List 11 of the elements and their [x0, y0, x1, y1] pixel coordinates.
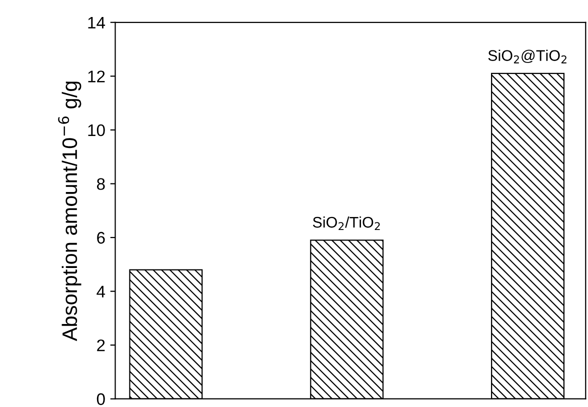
y-tick-label: 2: [97, 339, 105, 352]
y-tick-label: 10: [88, 124, 105, 136]
y-tick-label: 0: [96, 393, 105, 406]
y-tick-label: 4: [96, 286, 106, 298]
y-tick-label: 6: [97, 232, 105, 244]
y-tick-label: 12: [88, 70, 105, 82]
y-axis-title: Absorption amount/10$^{−6}$ g/g: [58, 82, 82, 342]
y-tick-label: 8: [96, 178, 105, 190]
x-tick-label: SiO$_{2}$@TiO$_{2}$: [488, 50, 566, 64]
y-tick-label: 14: [88, 16, 106, 28]
x-tick-label: SiO$_{2}$/TiO$_{2}$: [312, 216, 380, 230]
